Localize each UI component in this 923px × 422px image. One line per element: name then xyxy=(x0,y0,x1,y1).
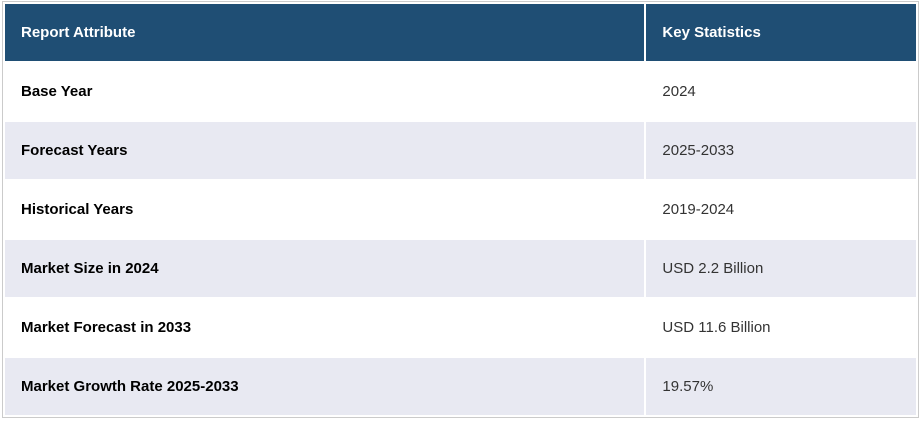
table-row-growth-rate: Market Growth Rate 2025-2033 19.57% xyxy=(5,358,916,415)
attribute-value: 19.57% xyxy=(646,358,916,415)
column-header-report-attribute: Report Attribute xyxy=(5,4,645,61)
table-row-market-forecast: Market Forecast in 2033 USD 11.6 Billion xyxy=(5,299,916,356)
table-row-base-year: Base Year 2024 xyxy=(5,63,916,120)
attribute-value: USD 2.2 Billion xyxy=(646,240,916,297)
attribute-label: Forecast Years xyxy=(5,122,645,179)
attribute-label: Market Size in 2024 xyxy=(5,240,645,297)
table-row-historical-years: Historical Years 2019-2024 xyxy=(5,181,916,238)
attribute-label: Market Forecast in 2033 xyxy=(5,299,645,356)
table-header-row: Report Attribute Key Statistics xyxy=(5,4,916,61)
column-header-key-statistics: Key Statistics xyxy=(646,4,916,61)
attribute-value: 2019-2024 xyxy=(646,181,916,238)
attribute-label: Market Growth Rate 2025-2033 xyxy=(5,358,645,415)
attribute-value: USD 11.6 Billion xyxy=(646,299,916,356)
table-row-market-size: Market Size in 2024 USD 2.2 Billion xyxy=(5,240,916,297)
table-row-forecast-years: Forecast Years 2025-2033 xyxy=(5,122,916,179)
attribute-label: Base Year xyxy=(5,63,645,120)
attribute-label: Historical Years xyxy=(5,181,645,238)
attribute-value: 2025-2033 xyxy=(646,122,916,179)
attribute-value: 2024 xyxy=(646,63,916,120)
